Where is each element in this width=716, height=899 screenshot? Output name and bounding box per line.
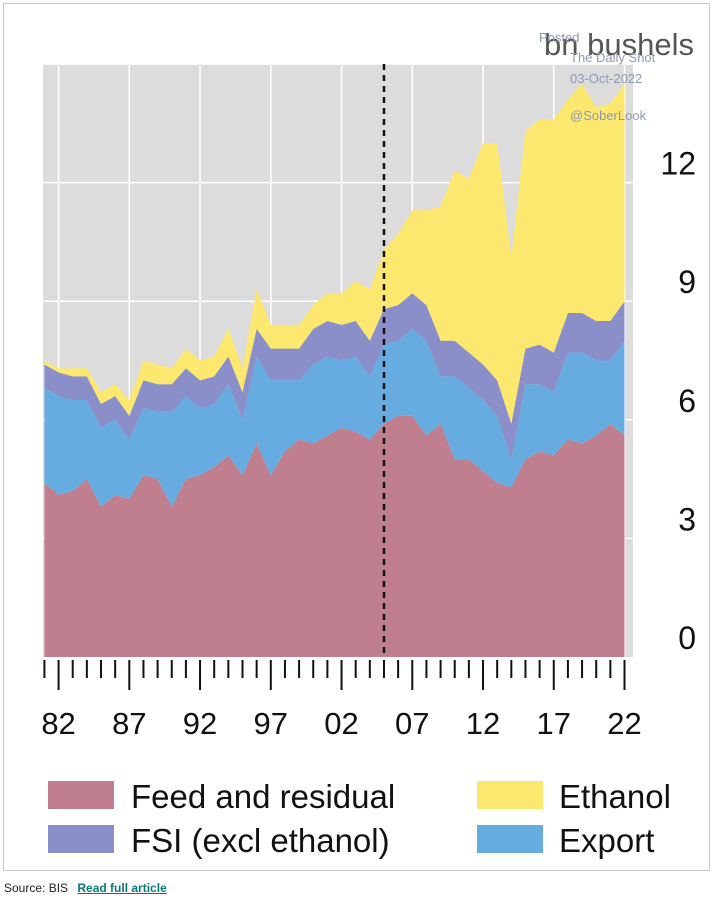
x-tick-label: 12 xyxy=(466,706,500,741)
source-text: Source: BIS xyxy=(4,881,69,895)
unit-label: bn bushels xyxy=(544,27,694,62)
legend-label-export: Export xyxy=(559,822,654,859)
legend-swatch-ethanol xyxy=(477,781,543,809)
x-tick-label: 82 xyxy=(41,706,75,741)
y-tick-label: 6 xyxy=(678,383,696,419)
read-full-article-link[interactable]: Read full article xyxy=(77,881,167,895)
legend-label-ethanol: Ethanol xyxy=(559,778,671,815)
stacked-areas xyxy=(44,83,625,657)
x-tick-label: 17 xyxy=(537,706,571,741)
x-tick-label: 92 xyxy=(183,706,217,741)
watermark: Posted The Daily Shot 03-Oct-2022 @Sober… xyxy=(539,30,656,123)
legend-swatch-fsi xyxy=(48,825,114,853)
y-tick-label: 0 xyxy=(678,620,696,656)
y-tick-label: 9 xyxy=(678,264,696,300)
area-export xyxy=(44,328,625,507)
svg-text:The Daily Shot: The Daily Shot xyxy=(570,50,656,65)
chart: 82 87 92 97 02 07 12 17 22 0 3 6 9 12 bn bushels Pos… xyxy=(41,27,696,859)
svg-text:Posted: Posted xyxy=(539,30,579,45)
x-tick-label: 97 xyxy=(254,706,288,741)
legend-label-feed: Feed and residual xyxy=(131,778,395,815)
legend-swatch-feed xyxy=(48,781,114,809)
area-ethanol xyxy=(44,83,625,424)
y-tick-labels: 0 3 6 9 12 xyxy=(660,146,696,656)
x-tick-label: 07 xyxy=(395,706,429,741)
area-fsi-excl-ethanol xyxy=(44,293,625,460)
area-feed-and-residual xyxy=(44,415,625,657)
chart-frame: 82 87 92 97 02 07 12 17 22 0 3 6 9 12 bn bushels Pos… xyxy=(3,3,710,871)
legend: Feed and residual Ethanol FSI (excl etha… xyxy=(48,778,671,859)
x-tick-label: 02 xyxy=(324,706,358,741)
legend-swatch-export xyxy=(477,825,543,853)
svg-text:@SoberLook: @SoberLook xyxy=(570,108,647,123)
y-tick-label: 3 xyxy=(678,501,696,537)
svg-text:03-Oct-2022: 03-Oct-2022 xyxy=(570,71,642,86)
x-tick-marks xyxy=(43,660,626,690)
source-line: Source: BIS Read full article xyxy=(4,881,167,895)
x-tick-labels: 82 87 92 97 02 07 12 17 22 xyxy=(41,706,641,741)
x-tick-label: 87 xyxy=(112,706,146,741)
legend-label-fsi: FSI (excl ethanol) xyxy=(131,822,390,859)
x-tick-label: 22 xyxy=(607,706,641,741)
y-tick-label: 12 xyxy=(660,146,696,182)
